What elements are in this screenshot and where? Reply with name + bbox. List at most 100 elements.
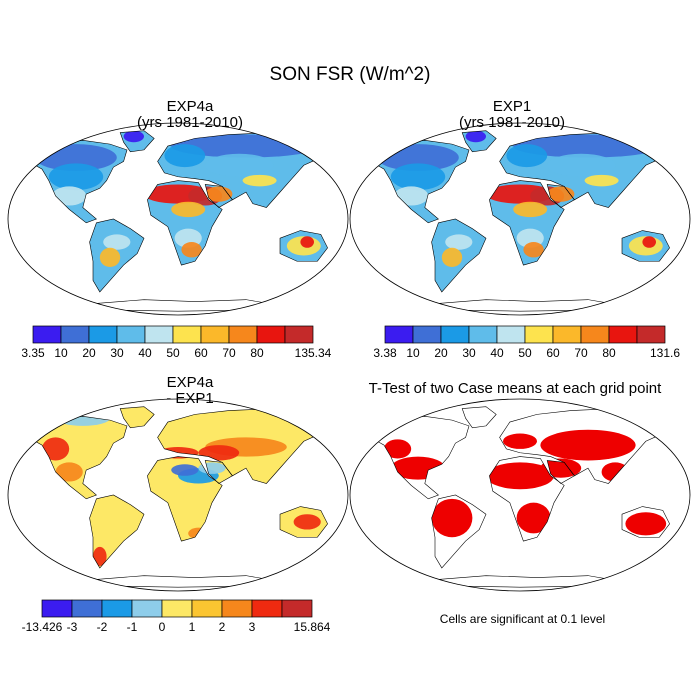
field-region [300,236,315,248]
map-exp1 [349,122,691,316]
field-background [28,406,335,568]
field-region [123,130,144,143]
coastline-south-america [89,218,145,293]
colorbar-swatch [71,599,103,618]
coastline-greenland [119,130,155,153]
field-region [390,163,446,191]
colorbar-swatch [228,325,258,344]
field-region [205,186,233,202]
panel-title-diff: EXP4a - EXP1 [40,375,340,407]
field-region [198,462,226,474]
colorbar-swatch [200,325,230,344]
significant-region [390,456,446,480]
coastline-south-america [431,218,487,293]
colorbar-diff [41,599,313,618]
colorbar-swatch [161,599,193,618]
coastline-africa [489,180,565,266]
field-region [445,234,473,250]
colorbar-swatch [384,325,414,344]
colorbar-tick-label: 60 [546,346,560,360]
globe-outline [349,122,691,316]
colorbar-tick-label: 1 [188,620,196,634]
colorbar-tick-label: -13.426 [21,620,63,634]
field-region [103,234,131,250]
coastline-arabia [204,184,233,208]
coastline-north-america [370,415,470,500]
map-diff [7,398,349,592]
significant-region [486,462,554,490]
field-region [242,174,277,187]
coastline-eurasia [157,132,335,208]
colorbar-tick-label: 3.38 [373,346,397,360]
colorbar-tick-label: 131.6 [649,346,681,360]
colorbar-exp4a [32,325,314,344]
colorbar-tick-label: 3.35 [21,346,45,360]
coastline-eurasia [157,408,335,484]
field-region [584,174,619,187]
field-region [55,462,83,482]
field-region [42,437,70,461]
coastline-south-america [89,494,145,569]
colorbar-tick-label: -1 [126,620,138,634]
field-region [513,201,548,218]
panel-title-exp1: EXP1 (yrs 1981-2010) [362,99,662,131]
field-region [164,144,206,168]
globe-outline [349,398,691,592]
colorbar-tick-label: 80 [602,346,616,360]
field-region [523,242,544,258]
coastline-africa [489,456,565,542]
colorbar-swatch [60,325,90,344]
colorbar-tick-label: 15.864 [293,620,331,634]
coastline-north-america [28,415,128,500]
colorbar-swatch [412,325,442,344]
field-region [293,514,321,530]
field-region [171,464,199,476]
field-region [547,186,575,202]
coastline-africa [147,180,223,266]
colorbar-swatch [221,599,253,618]
field-region [547,153,616,177]
colorbar-swatch [580,325,610,344]
panel-title-exp4a: EXP4a (yrs 1981-2010) [40,99,340,131]
colorbar-tick-label: 20 [434,346,448,360]
land-field [28,130,335,292]
panel-title-line2: (yrs 1981-2010) [137,114,243,131]
colorbar-swatch [496,325,526,344]
colorbar-tick-label: 135.34 [294,346,332,360]
coastline-arabia [204,460,233,484]
panel-title-line1: EXP4a [166,374,214,391]
colorbar-tick-label: 80 [250,346,264,360]
colorbar-swatch [281,599,313,618]
globe-outline [7,398,349,592]
colorbar-tick-label: 40 [490,346,504,360]
land-field [28,406,335,568]
coastline-australia [621,506,670,538]
colorbar-tick-label: 60 [194,346,208,360]
colorbar-swatch [251,599,283,618]
coastline-south-america [431,494,487,569]
colorbar-swatch [636,325,666,344]
colorbar-swatch [440,325,470,344]
field-region [465,130,486,143]
field-region [198,445,240,461]
figure-title: SON FSR (W/m^2) [269,64,431,85]
coastline-australia [621,230,670,262]
coastline-eurasia [499,132,677,208]
colorbar-tick-label: -3 [66,620,78,634]
colorbar-tick-label: 70 [574,346,588,360]
colorbar-exp1 [384,325,666,344]
colorbar-tick-label: 50 [166,346,180,360]
colorbar-tick-label: 30 [462,346,476,360]
panel-title-line2: (yrs 1981-2010) [459,114,565,131]
map-ttest [349,398,691,592]
field-region [93,546,107,567]
panel-title-line1: EXP1 [492,98,532,115]
field-region [642,236,656,248]
coastline-greenland [461,406,497,429]
coastline-greenland [461,130,497,153]
colorbar-swatch [144,325,174,344]
field-region [205,153,274,177]
coastline-australia [279,230,328,262]
field-region [394,186,429,206]
